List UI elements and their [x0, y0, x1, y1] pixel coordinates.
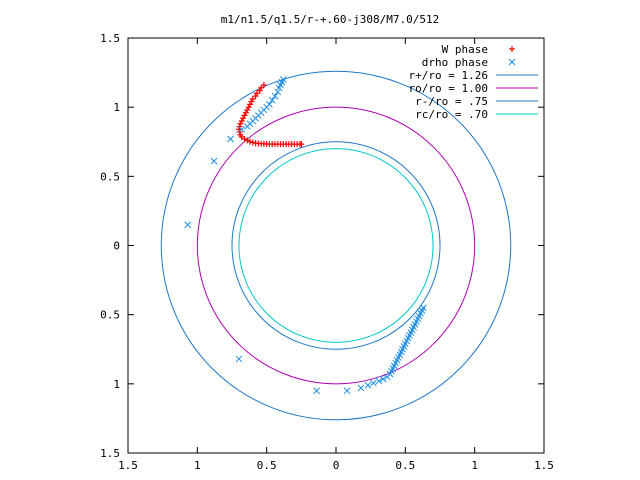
- series-1-point: [258, 84, 265, 91]
- x-tick-label: 0.5: [257, 459, 277, 472]
- series-1-point: [248, 98, 255, 105]
- legend-label: r-/ro = .75: [415, 95, 488, 108]
- series-1-point: [241, 135, 248, 142]
- legend-label: rc/ro = .70: [415, 108, 488, 121]
- legend-symbol: [509, 46, 515, 52]
- circle-3: [231, 141, 441, 350]
- legend-label: drho phase: [422, 56, 488, 69]
- plot-area: [160, 70, 512, 421]
- series-2-point: [266, 101, 273, 108]
- series-1-point: [247, 138, 254, 145]
- series-1-point: [242, 109, 249, 116]
- y-tick-label: 0.5: [100, 170, 120, 183]
- series-2-point: [343, 387, 351, 395]
- series-2-point: [268, 96, 276, 104]
- series-1-point: [235, 126, 242, 133]
- series-1-point: [256, 87, 263, 94]
- legend-label: ro/ro = 1.00: [409, 82, 488, 95]
- series-1-point: [245, 104, 252, 111]
- axes: 1.5 1 0.5 0 0.5 1 1.51.510.500.511.5: [100, 32, 554, 472]
- x-tick-label: 1.5: [534, 459, 554, 472]
- series-2-point: [357, 384, 365, 392]
- y-tick-label: 1.5: [100, 32, 120, 45]
- series-1-point: [241, 112, 248, 119]
- series-1-point: [249, 139, 256, 146]
- y-tick-label: 1: [113, 101, 120, 114]
- series-1-point: [247, 101, 254, 108]
- series-1-point: [244, 106, 251, 113]
- series-1-point: [238, 118, 245, 124]
- x-tick-label: 1.5: [118, 459, 138, 472]
- legend-symbol: [508, 58, 516, 66]
- series-1-point: [237, 120, 244, 127]
- x-tick-label: 0.5: [395, 459, 415, 472]
- series-2-point: [379, 375, 387, 383]
- series-1-point: [249, 95, 256, 102]
- circle-2: [196, 106, 476, 385]
- series-2-point: [227, 135, 234, 143]
- y-tick-label: 0: [113, 240, 120, 253]
- series-1-point: [240, 115, 247, 122]
- x-tick-label: 1: [194, 459, 201, 472]
- series-1-point: [244, 137, 251, 144]
- series-2-point: [210, 157, 218, 165]
- series-2-point: [235, 355, 243, 363]
- legend-label: r+/ro = 1.26: [409, 69, 488, 82]
- series-1-point: [298, 141, 305, 148]
- series-1-point: [260, 82, 267, 89]
- series-2-point: [184, 221, 191, 229]
- series-2-point: [375, 377, 383, 385]
- series-2-point: [370, 379, 377, 387]
- series-2-point: [274, 88, 282, 96]
- series-1-point: [252, 93, 259, 100]
- series-2-point: [279, 76, 287, 83]
- chart-title: m1/n1.5/q1.5/r-+.60-j308/M7.0/512: [221, 13, 440, 26]
- series-2-point: [271, 92, 279, 100]
- y-tick-label: 1.5: [100, 447, 120, 460]
- series-2-point: [313, 387, 320, 395]
- series-2-point: [420, 304, 427, 312]
- y-tick-label: 1: [113, 378, 120, 391]
- circle-1: [160, 70, 512, 421]
- y-tick-label: 0.5: [100, 309, 120, 322]
- circle-4: [238, 148, 434, 343]
- legend-label: W phase: [442, 43, 488, 56]
- series-2-point: [364, 381, 372, 389]
- x-tick-label: 0: [333, 459, 340, 472]
- x-tick-label: 1: [471, 459, 478, 472]
- series-1-point: [253, 90, 260, 97]
- series-2-point: [238, 125, 246, 133]
